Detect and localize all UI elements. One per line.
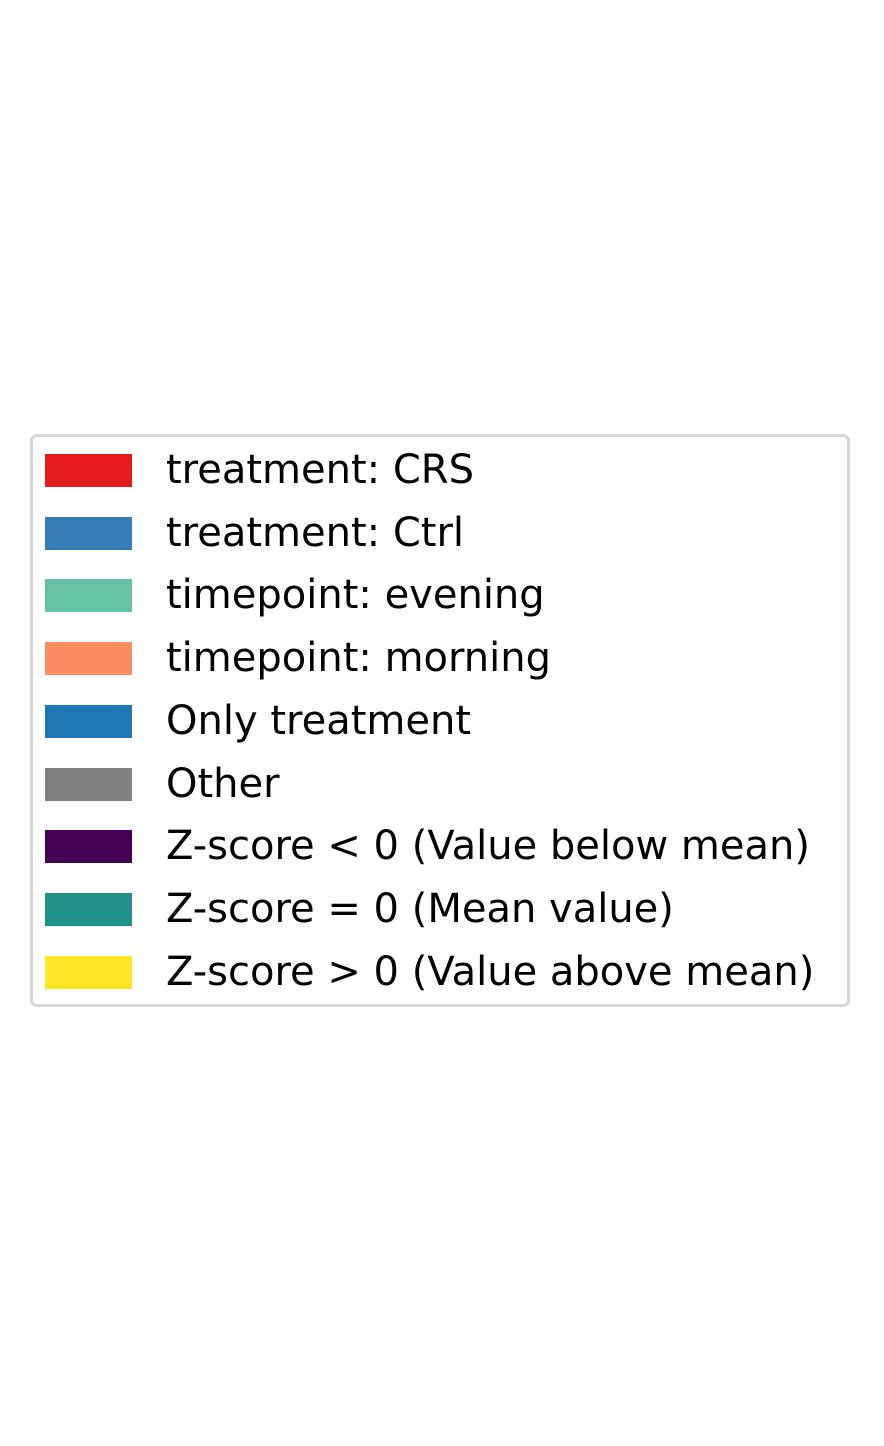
legend-entry: treatment: Ctrl [45, 502, 845, 556]
legend-label: Other [166, 760, 280, 807]
legend-entry: Z-score < 0 (Value below mean) [45, 815, 845, 869]
legend-box: treatment: CRS treatment: Ctrl timepoint: … [30, 434, 850, 1007]
legend-label: timepoint: evening [166, 572, 545, 619]
legend-swatch [45, 830, 132, 864]
legend-label: Z-score > 0 (Value above mean) [166, 948, 815, 995]
legend-label: treatment: Ctrl [166, 509, 465, 556]
legend-label: Z-score = 0 (Mean value) [166, 885, 674, 932]
legend-label: treatment: CRS [166, 447, 474, 493]
legend-swatch [45, 454, 132, 487]
legend-swatch [45, 642, 132, 676]
legend-swatch [45, 955, 132, 989]
legend-entry: Only treatment [45, 690, 845, 744]
legend-label: Z-score < 0 (Value below mean) [166, 823, 810, 870]
legend-swatch [45, 704, 132, 738]
legend-swatch [45, 579, 132, 613]
legend-entry: treatment: CRS [45, 439, 845, 493]
legend-entry: Z-score > 0 (Value above mean) [45, 941, 845, 995]
legend-entry: Other [45, 753, 845, 807]
legend-swatch [45, 767, 132, 801]
legend-swatch [45, 892, 132, 926]
legend-label: timepoint: morning [166, 635, 551, 682]
legend-entry: timepoint: evening [45, 564, 845, 618]
legend-entry: Z-score = 0 (Mean value) [45, 878, 845, 932]
legend-entry: timepoint: morning [45, 627, 845, 681]
legend-swatch [45, 516, 132, 550]
legend-label: Only treatment [166, 697, 471, 744]
